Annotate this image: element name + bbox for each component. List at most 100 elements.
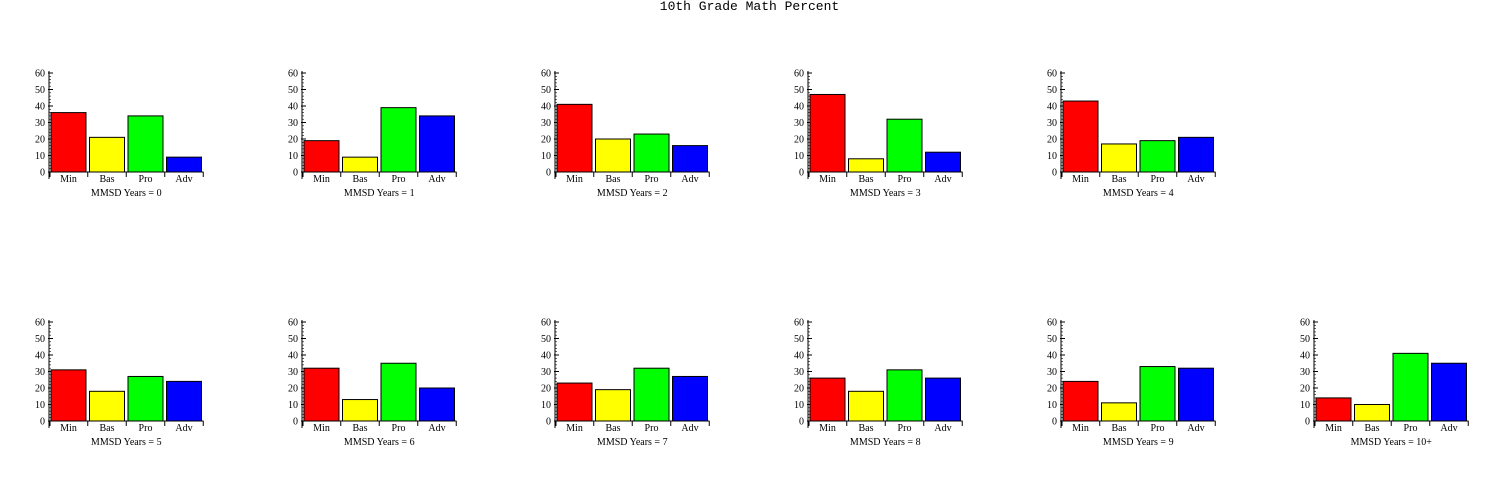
y-tick-label: 50 [541,85,551,96]
panel-label: MMSD Years = 5 [91,437,162,448]
y-tick-label: 60 [794,318,804,329]
category-label: Adv [934,174,951,185]
bar-min [50,369,87,422]
bar-pro [1392,352,1429,422]
panel-label: MMSD Years = 8 [850,437,921,448]
y-tick-label: 40 [288,102,298,113]
y-tick-label: 40 [35,351,45,362]
category-label: Adv [681,174,698,185]
bar-pro [127,375,164,422]
category-label: Bas [606,174,621,185]
bar-pro [1139,366,1176,422]
y-tick-label: 40 [1300,351,1310,362]
bar-adv [1178,367,1214,422]
y-tick-label: 30 [1047,367,1057,378]
category-label: Pro [1404,423,1418,434]
bar-bas [1354,404,1390,422]
y-tick-label: 10 [288,151,298,162]
y-tick-label: 0 [546,417,551,428]
category-label: Bas [1112,174,1127,185]
bar-bas [595,138,631,173]
category-label: Min [1072,174,1089,185]
panel-label: MMSD Years = 3 [850,188,921,199]
panel-label: MMSD Years = 4 [1103,188,1174,199]
bar-bas [848,158,884,173]
bar-min [1062,380,1099,422]
category-label: Adv [1440,423,1457,434]
y-tick-label: 20 [1300,384,1310,395]
category-label: Min [313,423,330,434]
y-tick-label: 60 [35,69,45,80]
category-label: Pro [898,423,912,434]
category-label: Bas [606,423,621,434]
y-tick-label: 40 [541,351,551,362]
y-tick-label: 60 [288,318,298,329]
y-tick-label: 30 [541,118,551,129]
category-label: Adv [175,174,192,185]
bar-adv [166,156,202,173]
bar-adv [925,151,961,173]
y-tick-label: 0 [1052,168,1057,179]
y-tick-label: 0 [799,168,804,179]
y-tick-label: 60 [1047,318,1057,329]
category-label: Bas [859,423,874,434]
y-tick-label: 10 [1047,400,1057,411]
bar-adv [672,145,708,173]
y-tick-label: 60 [1300,318,1310,329]
category-label: Adv [175,423,192,434]
bar-min [809,93,846,173]
y-tick-label: 10 [1047,151,1057,162]
bar-adv [166,380,202,422]
category-label: Bas [1112,423,1127,434]
bar-bas [1101,402,1137,422]
y-tick-label: 0 [293,168,298,179]
bar-adv [672,375,708,422]
y-tick-label: 30 [541,367,551,378]
y-tick-label: 50 [35,85,45,96]
category-label: Min [313,174,330,185]
y-tick-label: 60 [1047,69,1057,80]
y-tick-label: 50 [1047,334,1057,345]
y-tick-label: 10 [794,151,804,162]
y-tick-label: 10 [288,400,298,411]
y-tick-label: 0 [1305,417,1310,428]
y-tick-label: 0 [546,168,551,179]
panel-label: MMSD Years = 1 [344,188,415,199]
bar-bas [1101,143,1137,173]
category-label: Pro [1151,423,1165,434]
y-tick-label: 60 [35,318,45,329]
y-tick-label: 20 [1047,135,1057,146]
y-tick-label: 20 [288,384,298,395]
category-label: Bas [100,174,115,185]
y-tick-label: 0 [1052,417,1057,428]
bar-pro [886,369,923,422]
bar-adv [1431,362,1467,422]
bar-min [303,367,340,422]
category-label: Min [566,423,583,434]
y-tick-label: 40 [1047,351,1057,362]
bar-min [1062,100,1099,173]
category-label: Adv [934,423,951,434]
y-tick-label: 30 [794,118,804,129]
y-tick-label: 30 [35,367,45,378]
panel-label: MMSD Years = 10+ [1351,437,1433,448]
bar-pro [886,118,923,173]
bar-adv [1178,136,1214,173]
bar-adv [419,115,455,173]
category-label: Bas [353,174,368,185]
y-tick-label: 20 [794,384,804,395]
category-label: Adv [428,174,445,185]
bar-min [556,382,593,422]
category-label: Bas [859,174,874,185]
category-label: Pro [392,423,406,434]
bar-bas [342,156,378,173]
y-tick-label: 40 [794,102,804,113]
bar-pro [633,133,670,173]
bar-adv [419,387,455,422]
y-tick-label: 20 [35,135,45,146]
panel-label: MMSD Years = 6 [344,437,415,448]
y-tick-label: 50 [794,334,804,345]
panel-label: MMSD Years = 2 [597,188,668,199]
y-tick-label: 30 [1047,118,1057,129]
